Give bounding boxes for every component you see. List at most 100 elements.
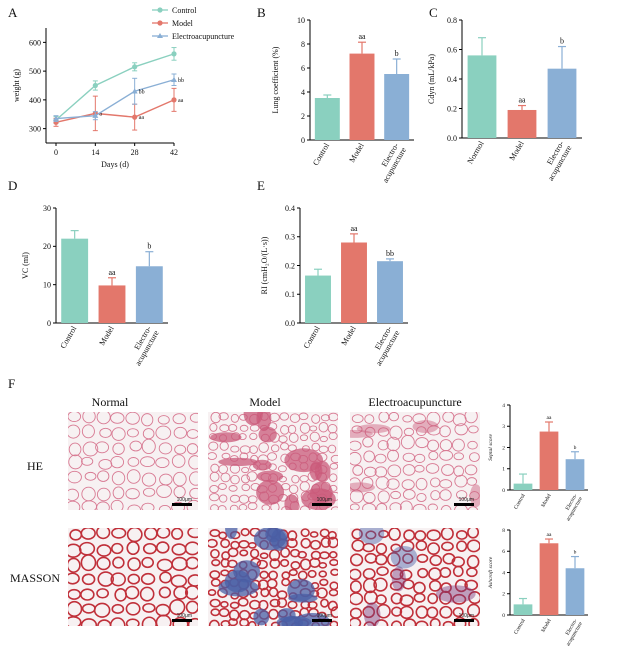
alveolus-shape [329, 620, 338, 626]
alveolus-shape [81, 573, 96, 586]
significance-label: a [99, 111, 102, 117]
alveolus-shape [466, 567, 478, 578]
alveolus-shape [388, 528, 401, 541]
alveolus-shape [467, 528, 480, 539]
alveolus-shape [327, 530, 337, 540]
alveolus-shape [464, 579, 479, 591]
alveolus-shape [415, 605, 429, 619]
alveolus-shape [227, 424, 238, 432]
alveolus-shape [455, 530, 468, 540]
category-label: Electro-acupuncture [560, 493, 584, 523]
alveolus-shape [362, 502, 376, 510]
data-point [171, 76, 177, 82]
alveolus-shape [309, 531, 319, 538]
alveolus-shape [440, 528, 454, 541]
alveolus-shape [412, 503, 427, 510]
data-point [53, 115, 59, 121]
alveolus-shape [78, 541, 96, 556]
alveolus-shape [362, 542, 376, 553]
alveolus-shape [389, 580, 403, 591]
significance-label: aa [547, 415, 552, 421]
column-heading: Model [249, 395, 281, 409]
alveolus-shape [375, 476, 390, 490]
alveolus-shape [351, 539, 365, 552]
significance-label: b [574, 445, 577, 451]
scale-bar-line [454, 619, 474, 622]
scale-bar-line [172, 503, 192, 506]
y-tick-label: 300 [29, 125, 41, 134]
alveolus-shape [439, 566, 452, 579]
alveolus-shape [158, 505, 171, 510]
significance-label: b [147, 242, 151, 251]
alveolus-shape [378, 412, 390, 423]
alveolus-shape [297, 570, 308, 581]
scale-bar: 100μm [454, 613, 474, 622]
alveolus-shape [141, 616, 157, 626]
alveolus-shape [228, 609, 240, 621]
scale-bar-label: 100μm [316, 613, 332, 619]
significance-label: bb [386, 249, 394, 258]
alveolus-shape [210, 463, 220, 473]
significance-label: bb [178, 78, 184, 84]
y-tick-label: 0.3 [285, 233, 295, 242]
bar-0 [305, 275, 331, 323]
category-label-line: Model [507, 139, 526, 162]
alveolus-shape [155, 614, 172, 626]
alveolus-shape [112, 486, 125, 500]
alveolus-shape [114, 587, 128, 602]
alveolus-shape [469, 452, 480, 463]
alveolus-shape [401, 479, 415, 490]
alveolus-shape [374, 466, 388, 478]
alveolus-shape [318, 561, 328, 569]
alveolus-shape [300, 528, 310, 538]
category-label: Control [311, 141, 331, 167]
alveolus-shape [218, 464, 228, 475]
bar-1 [539, 431, 559, 490]
alveolus-shape [247, 502, 258, 510]
y-tick-label: 0 [47, 319, 51, 328]
alveolus-shape [247, 495, 258, 504]
alveolus-shape [127, 573, 141, 585]
category-label-line: Model [97, 324, 116, 347]
alveolus-shape [441, 541, 454, 552]
category-label: Model [540, 493, 553, 509]
tissue-density [391, 566, 406, 592]
tissue-density [284, 448, 324, 473]
alveolus-shape [297, 550, 308, 559]
panel-letter-e: E [257, 178, 265, 193]
y-tick-label: 10 [297, 16, 305, 25]
alveolus-shape [352, 464, 364, 476]
alveolus-shape [427, 542, 441, 556]
alveolus-shape [80, 618, 98, 626]
alveolus-shape [189, 412, 198, 423]
micrograph-ms-electro: 100μm [350, 528, 480, 626]
alveolus-shape [399, 594, 414, 607]
alveolus-shape [350, 553, 364, 567]
panel-letter-d: D [8, 178, 17, 193]
alveolus-shape [468, 591, 480, 605]
series-line-2 [55, 79, 175, 120]
bar-1 [507, 109, 537, 138]
alveolus-shape [187, 528, 198, 539]
alveolus-shape [468, 617, 480, 626]
alveolus-shape [442, 412, 455, 423]
y-tick-label: 0.8 [447, 16, 457, 25]
alveolus-shape [402, 415, 413, 423]
scale-bar-label: 100μm [316, 497, 332, 503]
bar-2 [565, 568, 585, 615]
tissue-density [276, 616, 312, 626]
alveolus-shape [430, 477, 441, 488]
alveolus-shape [330, 606, 338, 619]
alveolus-shape [68, 600, 83, 618]
alveolus-shape [96, 412, 111, 425]
alveolus-shape [429, 554, 443, 567]
alveolus-shape [81, 456, 94, 466]
alveolus-shape [402, 464, 416, 476]
micrograph-texture [208, 412, 338, 510]
alveolus-shape [415, 540, 428, 552]
significance-label: b [574, 550, 577, 556]
alveolus-shape [209, 493, 220, 502]
y-tick-label: 6 [301, 64, 305, 73]
scale-bar: 100μm [172, 613, 192, 622]
